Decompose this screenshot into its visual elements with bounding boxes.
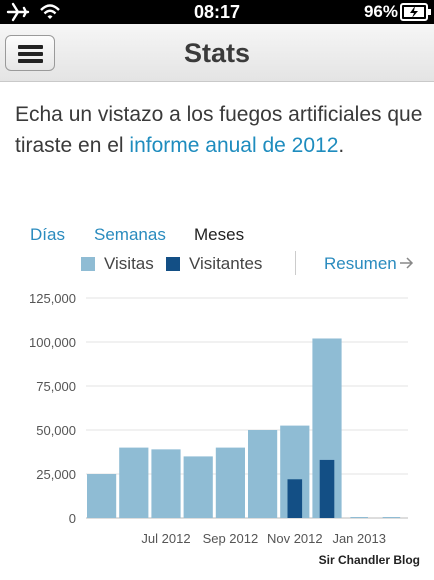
menu-button[interactable]: [5, 35, 55, 71]
bar-visits: [382, 517, 401, 518]
x-tick-label: Nov 2012: [267, 531, 323, 546]
bar-visits: [350, 517, 368, 518]
y-tick-label: 0: [69, 511, 76, 526]
bar-visits: [151, 449, 181, 518]
y-tick-label: 100,000: [29, 335, 76, 350]
x-tick-label: Sep 2012: [203, 531, 259, 546]
legend-visits: Visitas: [104, 254, 154, 273]
summary-link[interactable]: Resumen: [324, 254, 415, 274]
summary-link-label: Resumen: [324, 254, 397, 273]
airplane-icon: [6, 2, 30, 22]
y-tick-label: 125,000: [29, 291, 76, 306]
wifi-icon: [40, 4, 60, 19]
bar-visits: [215, 447, 245, 518]
battery-percent: 96%: [363, 2, 398, 21]
watermark-credit: Sir Chandler Blog: [318, 553, 420, 567]
arrow-right-icon: [399, 257, 413, 269]
x-tick-label: Jul 2012: [141, 531, 190, 546]
y-tick-label: 75,000: [36, 379, 76, 394]
battery-charging-icon: [400, 3, 431, 21]
tab-weeks[interactable]: Semanas: [94, 225, 166, 244]
status-bar: 08:17 96%: [0, 0, 434, 24]
visits-swatch: [81, 257, 95, 271]
app-header: Stats: [0, 24, 434, 82]
bar-visits: [87, 474, 117, 518]
clock: 08:17: [193, 2, 241, 22]
intro-text: Echa un vistazo a los fuegos artificiale…: [15, 99, 425, 161]
legend-divider: [295, 251, 296, 275]
annual-report-link[interactable]: informe anual de 2012: [129, 134, 339, 157]
page-title: Stats: [183, 38, 251, 68]
y-tick-label: 25,000: [36, 467, 76, 482]
hamburger-icon: [18, 45, 43, 49]
hamburger-icon-bar: [18, 59, 43, 63]
hamburger-icon-bar: [18, 52, 43, 56]
legend-visitors: Visitantes: [189, 254, 263, 273]
bar-visits: [119, 447, 149, 518]
y-tick-label: 50,000: [36, 423, 76, 438]
bar-visitors: [287, 479, 303, 518]
intro-text-before: Echa un vistazo a los fuegos artificiale…: [15, 103, 423, 157]
x-tick-label: Jan 2013: [332, 531, 386, 546]
visitors-swatch: [166, 257, 180, 271]
tab-months[interactable]: Meses: [194, 225, 245, 244]
bar-visits: [183, 456, 213, 518]
stats-chart: 0 25,000 50,000 75,000 100,000 125,000 Jul 201…: [29, 291, 408, 546]
chart-legend: Visitas Visitantes Resumen: [0, 251, 434, 278]
tab-days[interactable]: Días: [30, 225, 65, 244]
intro-text-after: .: [338, 134, 345, 157]
bar-visitors: [319, 459, 335, 518]
bar-visits: [248, 430, 278, 518]
